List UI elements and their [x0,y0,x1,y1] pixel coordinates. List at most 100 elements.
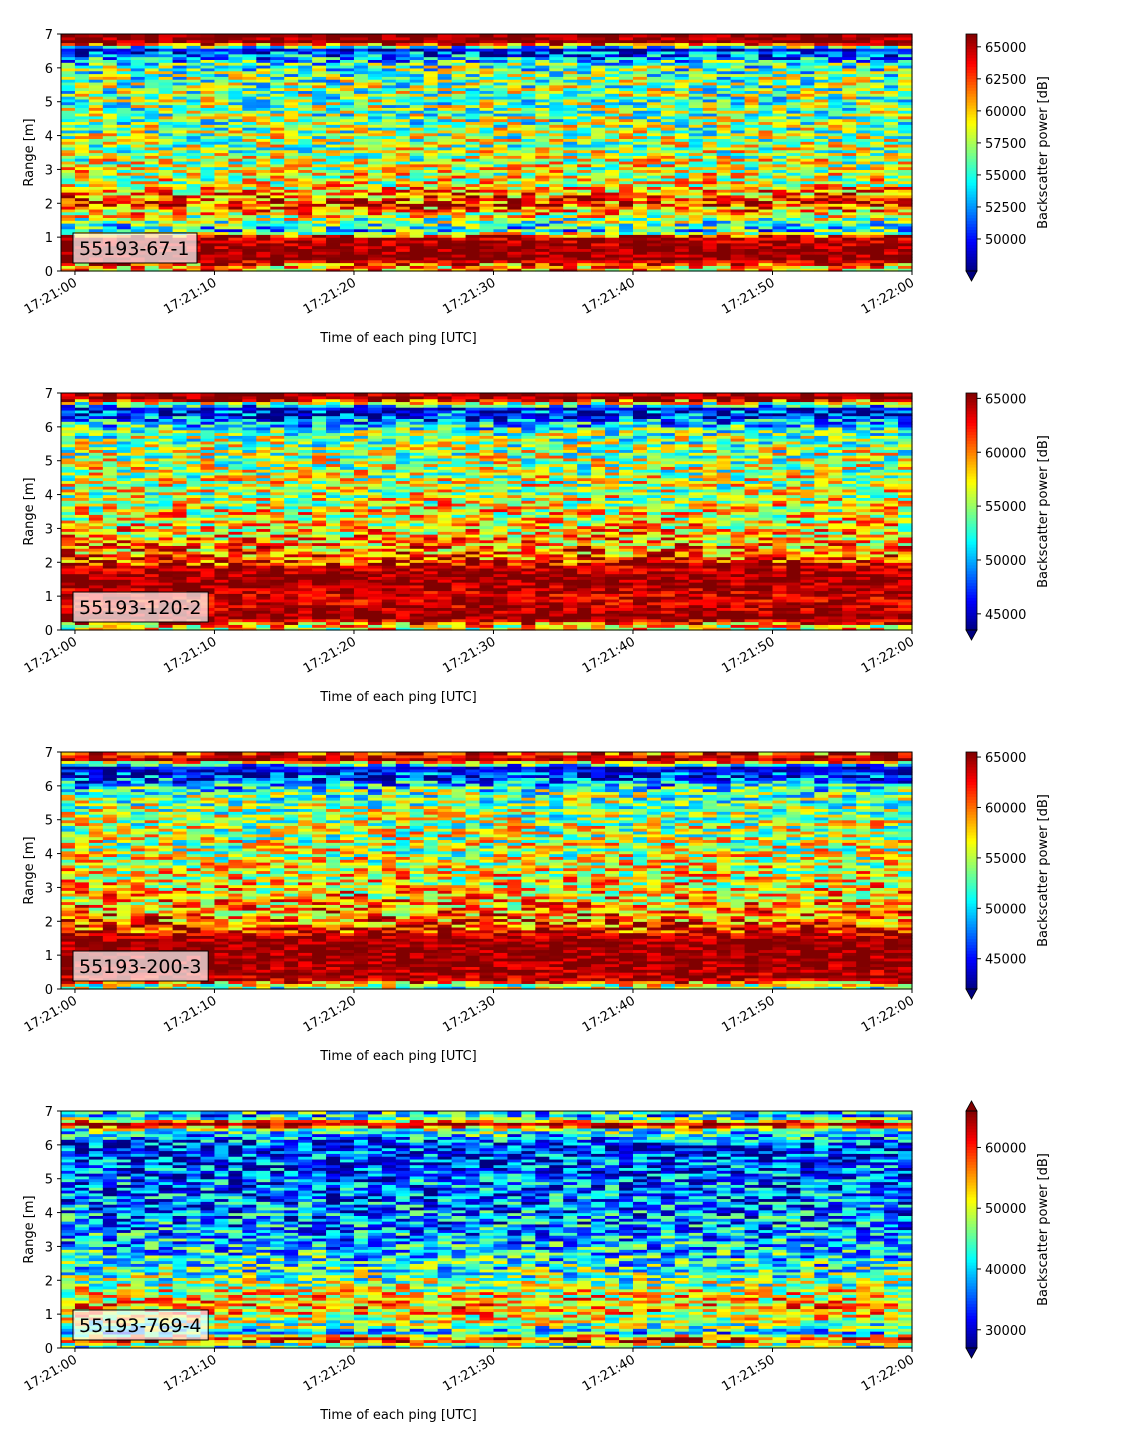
panel-label: 55193-67-1 [79,238,189,260]
y-tick-label: 1 [45,231,53,246]
y-tick-label: 4 [45,130,53,145]
y-tick-label: 3 [45,522,53,537]
x-tick-label: 17:21:00 [22,275,80,317]
panel-2: 0 1 2 3 4 5 6 7 17:21:00 17:21:10 17:21:20 17:21:30… [22,387,1051,705]
colorbar-tick-label: 62500 [985,73,1026,88]
y-tick-label: 2 [45,556,53,571]
y-tick-label: 7 [45,387,53,402]
panel-3: 0 1 2 3 4 5 6 7 17:21:00 17:21:10 17:21:20 17:21:30… [22,746,1051,1064]
y-tick-label: 5 [45,455,53,470]
x-tick-label: 17:21:20 [301,275,359,317]
x-tick-label: 17:22:00 [859,1352,917,1394]
y-tick-label: 4 [45,848,53,863]
y-tick-label: 5 [45,96,53,111]
x-tick-label: 17:21:40 [580,1352,638,1394]
colorbar-tick-label: 60000 [985,801,1026,816]
colorbar-label: Backscatter power [dB] [1036,1153,1051,1306]
y-tick-label: 1 [45,1308,53,1323]
y-tick-label: 2 [45,197,53,212]
x-tick-label: 17:22:00 [859,634,917,676]
panel-label: 55193-769-4 [79,1315,202,1337]
x-tick-label: 17:21:50 [719,634,777,676]
x-tick-label: 17:21:10 [161,634,219,676]
colorbar-tick-label: 65000 [985,751,1026,766]
y-tick-label: 6 [45,780,53,795]
x-tick-label: 17:21:30 [440,993,498,1035]
y-tick-label: 3 [45,881,53,896]
panel-label: 55193-200-3 [79,956,202,978]
colorbar-extend-max [966,1101,977,1111]
x-tick-label: 17:21:40 [580,634,638,676]
colorbar-label: Backscatter power [dB] [1036,435,1051,588]
colorbar-tick-label: 50000 [985,902,1026,917]
x-tick-label: 17:21:10 [161,275,219,317]
colorbar-tick-label: 55000 [985,852,1026,867]
y-tick-label: 3 [45,163,53,178]
x-tick-label: 17:21:10 [161,1352,219,1394]
colorbar-tick-label: 60000 [985,105,1026,120]
y-tick-label: 7 [45,1105,53,1120]
x-tick-label: 17:21:50 [719,993,777,1035]
y-axis-label: Range [m] [22,836,37,904]
panel-label: 55193-120-2 [79,597,202,619]
x-tick-label: 17:21:20 [301,993,359,1035]
x-tick-label: 17:21:00 [22,1352,80,1394]
colorbar-label: Backscatter power [dB] [1036,794,1051,947]
x-tick-label: 17:21:30 [440,634,498,676]
y-tick-label: 7 [45,28,53,43]
x-tick-label: 17:21:30 [440,1352,498,1394]
colorbar-tick-label: 50000 [985,1202,1026,1217]
x-tick-label: 17:21:50 [719,275,777,317]
colorbar-tick-label: 65000 [985,41,1026,56]
colorbar-tick-label: 60000 [985,446,1026,461]
colorbar-extend-min [966,271,977,281]
colorbar-tick-label: 57500 [985,137,1026,152]
x-axis-label: Time of each ping [UTC] [319,1049,477,1064]
y-axis-label: Range [m] [22,477,37,545]
x-tick-label: 17:22:00 [859,275,917,317]
colorbar-tick-label: 50000 [985,554,1026,569]
x-tick-label: 17:21:20 [301,1352,359,1394]
y-tick-label: 6 [45,1139,53,1154]
y-tick-label: 5 [45,1173,53,1188]
y-tick-label: 4 [45,1207,53,1222]
colorbar-label: Backscatter power [dB] [1036,76,1051,229]
colorbar-extend-min [966,989,977,999]
x-tick-label: 17:22:00 [859,993,917,1035]
x-tick-label: 17:21:40 [580,993,638,1035]
colorbar-extend-min [966,630,977,640]
y-tick-label: 1 [45,949,53,964]
y-axis-label: Range [m] [22,1195,37,1263]
y-tick-label: 0 [45,624,53,639]
y-tick-label: 6 [45,62,53,77]
y-tick-label: 2 [45,1274,53,1289]
y-tick-label: 5 [45,814,53,829]
colorbar-tick-label: 52500 [985,201,1026,216]
y-tick-label: 4 [45,489,53,504]
y-tick-label: 0 [45,1342,53,1357]
colorbar-tick-label: 50000 [985,233,1026,248]
colorbar: 50000 52500 55000 57500 60000 62500 65000 Backs… [966,34,1051,281]
colorbar-tick-label: 65000 [985,392,1026,407]
y-tick-label: 0 [45,983,53,998]
x-tick-label: 17:21:20 [301,634,359,676]
y-axis-label: Range [m] [22,118,37,186]
y-tick-label: 6 [45,421,53,436]
colorbar-tick-label: 55000 [985,500,1026,515]
x-tick-label: 17:21:00 [22,993,80,1035]
y-tick-label: 7 [45,746,53,761]
y-tick-label: 2 [45,915,53,930]
colorbar-extend-min [966,1348,977,1358]
x-tick-label: 17:21:50 [719,1352,777,1394]
x-tick-label: 17:21:10 [161,993,219,1035]
x-axis-label: Time of each ping [UTC] [319,331,477,346]
x-tick-label: 17:21:00 [22,634,80,676]
colorbar-tick-label: 55000 [985,169,1026,184]
y-tick-label: 1 [45,590,53,605]
colorbar-tick-label: 30000 [985,1324,1026,1339]
x-tick-label: 17:21:40 [580,275,638,317]
x-axis-label: Time of each ping [UTC] [319,690,477,705]
